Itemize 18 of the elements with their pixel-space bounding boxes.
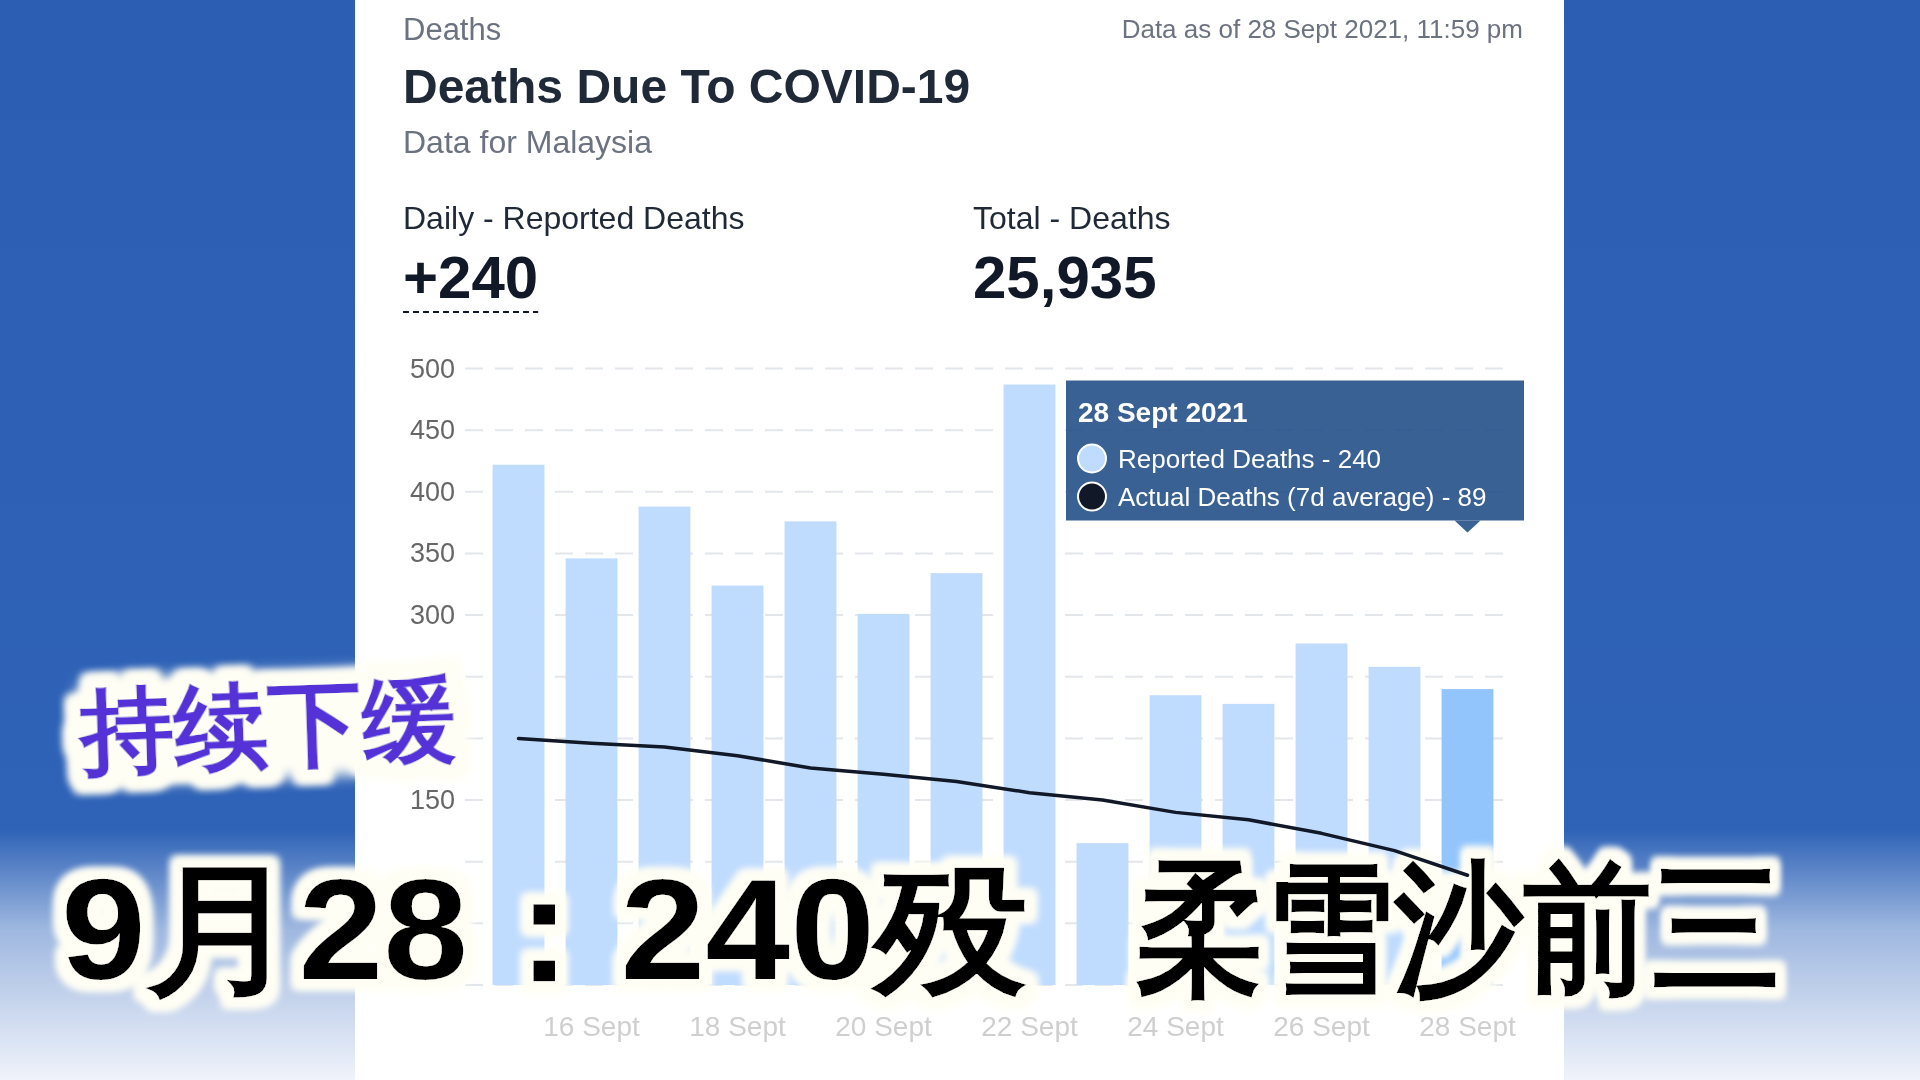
annotation: Deaths (403, 11, 502, 47)
annotation: Data as of 28 Sept 2021, 11:59 pm (1121, 14, 1523, 44)
y-tick-label: 150 (409, 785, 455, 816)
y-tick-label: 350 (409, 538, 455, 569)
annotation: 25,935 (973, 243, 1157, 311)
annotation: Daily - Reported Deaths (403, 200, 745, 236)
legend-title: 28 Sept 2021 (1078, 397, 1248, 428)
y-tick-label: 300 (409, 600, 455, 631)
y-tick-label: 500 (409, 353, 455, 384)
legend-label: Reported Deaths - 240 (1118, 443, 1382, 474)
annotation: +240 (402, 243, 540, 313)
annotation: 柔雪沙前三 (1136, 849, 1781, 1009)
y-tick-label: 400 (409, 476, 455, 507)
legend-label: Actual Deaths (7d average) - 89 (1118, 481, 1487, 512)
chart-subtitle: Data for Malaysia (403, 124, 653, 160)
annotation: Total - Deaths (973, 200, 1171, 236)
y-tick-label: 450 (409, 415, 455, 446)
chart-title: Deaths Due To COVID-19 (403, 59, 971, 113)
